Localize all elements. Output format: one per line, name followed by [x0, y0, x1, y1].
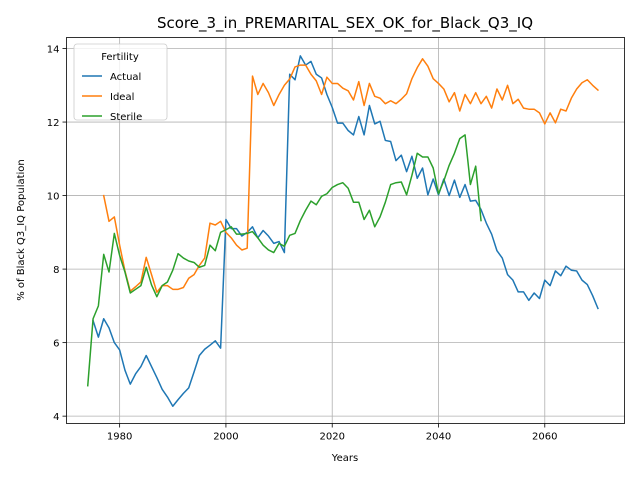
x-tick-label: 2020	[319, 432, 344, 443]
series-lines	[86, 55, 599, 407]
legend-label-actual: Actual	[110, 72, 141, 83]
plot-frame	[66, 37, 625, 424]
y-tick-label: 8	[53, 265, 59, 276]
legend-label-sterile: Sterile	[110, 112, 142, 123]
legend: Fertility Actual Ideal Sterile	[73, 43, 168, 123]
axis-ticks: 1980 2000 2020 2040 2060 4 6 8 10 12 14	[47, 45, 558, 443]
series-line-ideal	[102, 58, 599, 294]
x-axis-label: Years	[331, 453, 358, 464]
x-tick-label: 2040	[426, 432, 451, 443]
x-tick-label: 2000	[213, 432, 238, 443]
y-tick-label: 6	[53, 339, 59, 350]
x-tick-label: 2060	[532, 432, 557, 443]
legend-box	[73, 43, 168, 121]
chart-title: Score_3_in_PREMARITAL_SEX_OK_for_Black_Q…	[157, 14, 533, 33]
y-tick-label: 14	[47, 45, 60, 56]
y-tick-label: 10	[47, 192, 60, 203]
y-axis-label: % of Black Q3_IQ Population	[16, 159, 27, 301]
legend-title: Fertility	[101, 52, 139, 63]
series-line-sterile	[86, 134, 482, 387]
x-tick-label: 1980	[107, 432, 132, 443]
legend-label-ideal: Ideal	[110, 92, 134, 103]
y-tick-label: 4	[53, 412, 59, 423]
y-tick-label: 12	[47, 118, 60, 129]
series-line-actual	[92, 55, 599, 407]
